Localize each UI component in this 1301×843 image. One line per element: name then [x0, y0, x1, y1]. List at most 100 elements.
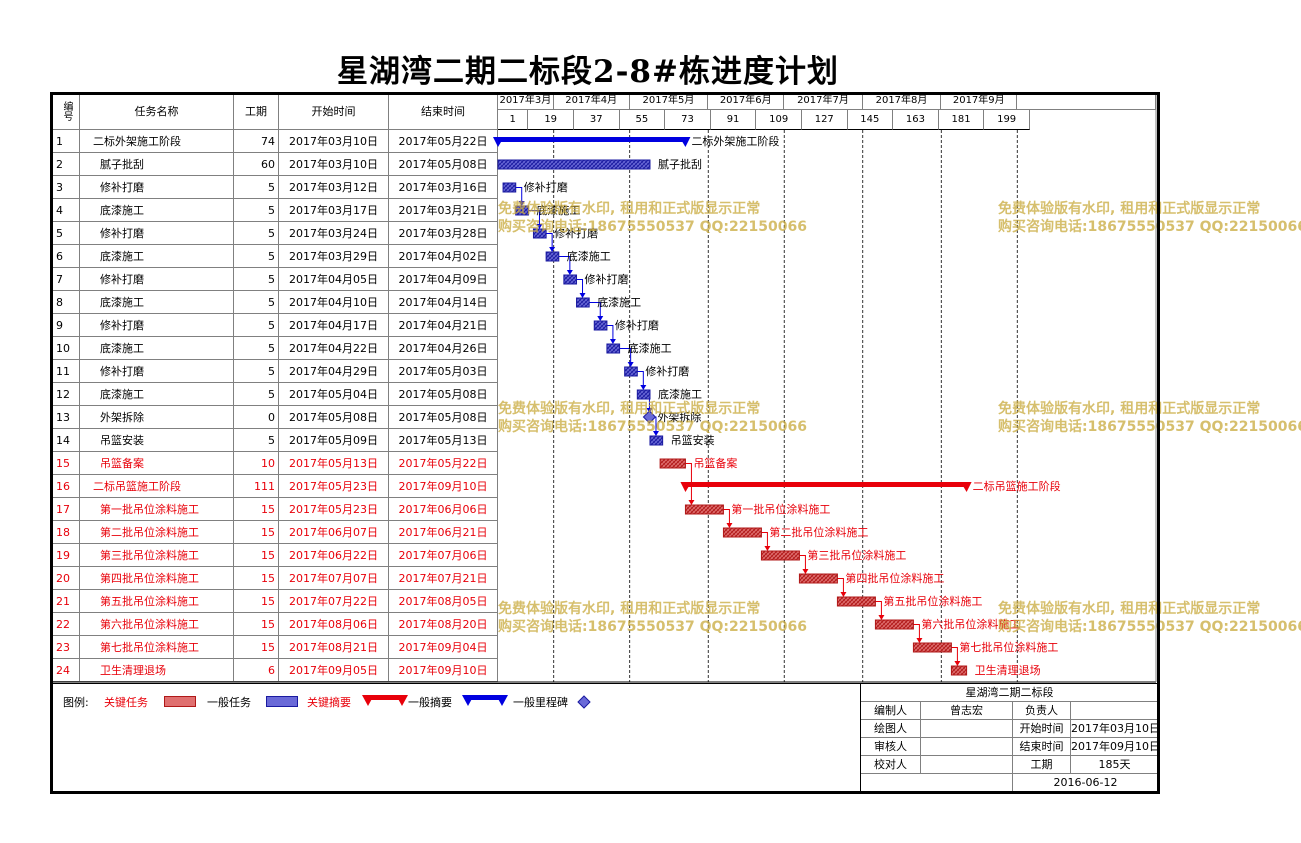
timeline-day-tick: 145 — [847, 110, 894, 130]
legend-normal-task-swatch — [266, 696, 298, 707]
col-id-label: 编号 — [61, 100, 72, 121]
task-name: 第三批吊位涂料施工 — [80, 544, 234, 567]
task-name: 修补打磨 — [80, 222, 234, 245]
task-id: 12 — [53, 383, 80, 406]
task-start: 2017年04月05日 — [279, 268, 389, 291]
legend-normal-summary-label: 一般摘要 — [408, 696, 452, 709]
task-duration: 5 — [234, 337, 279, 360]
task-name: 第五批吊位涂料施工 — [80, 590, 234, 613]
task-start: 2017年04月29日 — [279, 360, 389, 383]
table-row: 7 修补打磨 5 2017年04月05日 2017年04月09日 — [53, 268, 498, 291]
task-name: 底漆施工 — [80, 383, 234, 406]
table-row: 17 第一批吊位涂料施工 15 2017年05月23日 2017年06月06日 — [53, 498, 498, 521]
task-start: 2017年04月10日 — [279, 291, 389, 314]
table-row: 8 底漆施工 5 2017年04月10日 2017年04月14日 — [53, 291, 498, 314]
task-name: 第六批吊位涂料施工 — [80, 613, 234, 636]
task-id: 8 — [53, 291, 80, 314]
task-id: 7 — [53, 268, 80, 291]
task-duration: 15 — [234, 521, 279, 544]
table-row: 12 底漆施工 5 2017年05月04日 2017年05月08日 — [53, 383, 498, 406]
legend-normal-summary-icon — [462, 695, 508, 706]
task-duration: 15 — [234, 613, 279, 636]
task-id: 16 — [53, 475, 80, 498]
task-duration: 15 — [234, 567, 279, 590]
col-name-header: 任务名称 — [80, 92, 234, 130]
task-end: 2017年06月06日 — [389, 498, 498, 521]
timeline-day-tick: 181 — [938, 110, 985, 130]
signoff-reviewer — [921, 738, 1013, 756]
task-id: 14 — [53, 429, 80, 452]
task-end: 2017年08月20日 — [389, 613, 498, 636]
timeline-day-tick: 37 — [573, 110, 620, 130]
task-end: 2017年05月13日 — [389, 429, 498, 452]
task-start: 2017年03月12日 — [279, 176, 389, 199]
timeline-day-tick: 163 — [893, 110, 939, 130]
task-id: 13 — [53, 406, 80, 429]
signoff-table: 星湖湾二期二标段 编制人 曾志宏 负责人 绘图人 开始时间 2017年03月10… — [860, 683, 1159, 792]
task-duration: 15 — [234, 636, 279, 659]
task-name: 外架拆除 — [80, 406, 234, 429]
task-duration: 5 — [234, 268, 279, 291]
task-start: 2017年05月13日 — [279, 452, 389, 475]
task-id: 10 — [53, 337, 80, 360]
table-row: 22 第六批吊位涂料施工 15 2017年08月06日 2017年08月20日 — [53, 613, 498, 636]
task-id: 19 — [53, 544, 80, 567]
task-id: 9 — [53, 314, 80, 337]
table-row: 20 第四批吊位涂料施工 15 2017年07月07日 2017年07月21日 — [53, 567, 498, 590]
task-id: 6 — [53, 245, 80, 268]
task-duration: 5 — [234, 360, 279, 383]
task-id: 11 — [53, 360, 80, 383]
task-duration: 0 — [234, 406, 279, 429]
timeline-month: 2017年9月 — [941, 92, 1018, 110]
table-row: 15 吊篮备案 10 2017年05月13日 2017年05月22日 — [53, 452, 498, 475]
signoff-compiler: 曾志宏 — [921, 702, 1013, 720]
table-row: 18 第二批吊位涂料施工 15 2017年06月07日 2017年06月21日 — [53, 521, 498, 544]
table-row: 21 第五批吊位涂料施工 15 2017年07月22日 2017年08月05日 — [53, 590, 498, 613]
task-duration: 5 — [234, 291, 279, 314]
task-start: 2017年04月17日 — [279, 314, 389, 337]
timeline-day-tick: 55 — [619, 110, 666, 130]
task-duration: 10 — [234, 452, 279, 475]
task-name: 底漆施工 — [80, 291, 234, 314]
table-row: 2 腻子批刮 60 2017年03月10日 2017年05月08日 — [53, 153, 498, 176]
chart-frame — [50, 92, 1160, 794]
table-row: 19 第三批吊位涂料施工 15 2017年06月22日 2017年07月06日 — [53, 544, 498, 567]
task-duration: 111 — [234, 475, 279, 498]
legend-critical-summary-icon — [362, 695, 408, 706]
timeline-month: 2017年3月 — [498, 92, 554, 110]
task-end: 2017年03月21日 — [389, 199, 498, 222]
signoff-compiler-label: 编制人 — [861, 702, 921, 720]
col-id-header: 编号 — [53, 92, 80, 130]
timeline-month: 2017年5月 — [629, 92, 709, 110]
task-start: 2017年07月22日 — [279, 590, 389, 613]
task-id: 3 — [53, 176, 80, 199]
timeline-day-tick: 73 — [665, 110, 711, 130]
task-start: 2017年03月10日 — [279, 153, 389, 176]
timeline-month-tail — [1017, 92, 1156, 110]
table-row: 6 底漆施工 5 2017年03月29日 2017年04月02日 — [53, 245, 498, 268]
task-end: 2017年07月06日 — [389, 544, 498, 567]
task-id: 23 — [53, 636, 80, 659]
table-row: 16 二标吊篮施工阶段 111 2017年05月23日 2017年09月10日 — [53, 475, 498, 498]
task-duration: 15 — [234, 590, 279, 613]
task-end: 2017年04月02日 — [389, 245, 498, 268]
task-end: 2017年05月08日 — [389, 406, 498, 429]
task-end: 2017年05月03日 — [389, 360, 498, 383]
task-duration: 74 — [234, 130, 279, 153]
task-start: 2017年05月09日 — [279, 429, 389, 452]
task-id: 18 — [53, 521, 80, 544]
task-name: 修补打磨 — [80, 176, 234, 199]
task-name: 第四批吊位涂料施工 — [80, 567, 234, 590]
legend-title: 图例: — [63, 696, 89, 709]
task-id: 2 — [53, 153, 80, 176]
signoff-checker-label: 校对人 — [861, 756, 921, 774]
task-duration: 5 — [234, 314, 279, 337]
task-id: 17 — [53, 498, 80, 521]
task-name: 二标吊篮施工阶段 — [80, 475, 234, 498]
timeline-day-tick: 109 — [756, 110, 802, 130]
task-name: 修补打磨 — [80, 360, 234, 383]
task-name: 底漆施工 — [80, 337, 234, 360]
table-row: 3 修补打磨 5 2017年03月12日 2017年03月16日 — [53, 176, 498, 199]
legend-critical-task-swatch — [164, 696, 196, 707]
task-start: 2017年08月06日 — [279, 613, 389, 636]
